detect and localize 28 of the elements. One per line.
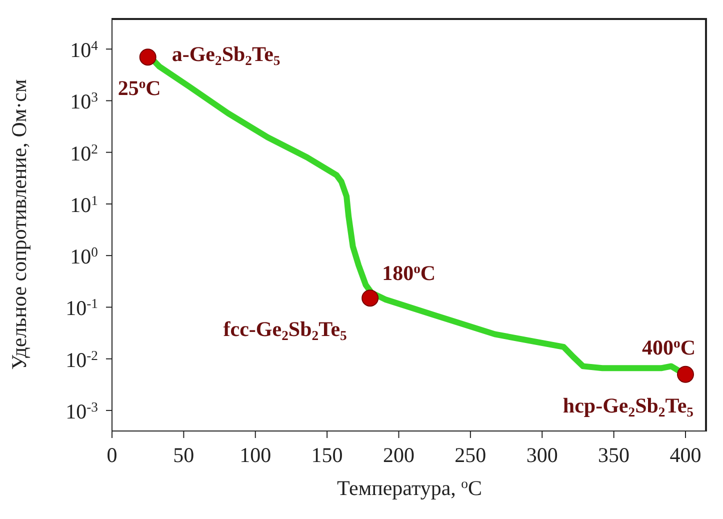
- y-tick-label: 10$^{0}$: [70, 244, 98, 269]
- point: [139, 48, 156, 66]
- y-tick-label: 10$^{2}$: [70, 140, 98, 166]
- x-tick-label: 400: [670, 443, 702, 467]
- annotation: a-Ge$_{2}$Sb$_{2}$Te$_{5}$: [172, 42, 280, 68]
- x-axis-title: Температура, $^{o}$C: [336, 476, 482, 500]
- annotation: 400$^{o}$C: [642, 334, 696, 360]
- point: [362, 290, 379, 307]
- y-tick-label: 10$^{-2}$: [66, 347, 98, 372]
- y-axis-title: Удельное сопротивление, Ом·см: [7, 79, 31, 370]
- annotation: 180$^{o}$C: [382, 260, 436, 286]
- x-tick-label: 300: [526, 443, 558, 467]
- x-tick-label: 350: [598, 443, 630, 467]
- x-tick-label: 0: [106, 443, 118, 467]
- annotation: 25$^{o}$C: [118, 76, 161, 100]
- x-tick-label: 200: [382, 443, 414, 467]
- x-tick-label: 250: [454, 443, 486, 467]
- point: [676, 366, 694, 383]
- y-tick-label: 10$^{3}$: [70, 89, 98, 114]
- x-tick-label: 100: [240, 443, 272, 467]
- y-tick-label: 10$^{4}$: [70, 38, 98, 62]
- y-tick-label: 10$^{-3}$: [66, 398, 98, 424]
- x-tick-label: 50: [173, 443, 194, 467]
- annotation: fcc-Ge$_{2}$Sb$_{2}$Te$_{5}$: [223, 317, 348, 344]
- y-tick-label: 10$^{-1}$: [66, 296, 98, 320]
- y-tick-label: 10$^{1}$: [70, 192, 98, 217]
- annotation: hcp-Ge$_{2}$Sb$_{2}$Te$_{5}$: [562, 393, 694, 420]
- x-tick-label: 150: [311, 443, 343, 467]
